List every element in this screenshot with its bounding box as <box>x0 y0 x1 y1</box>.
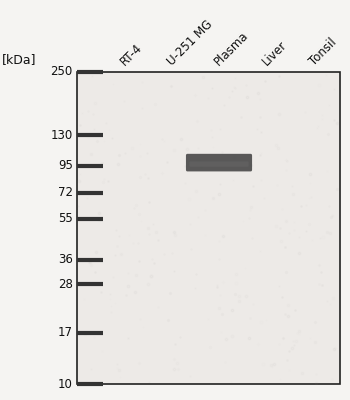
Text: Tonsil: Tonsil <box>307 36 339 68</box>
Text: 36: 36 <box>58 253 73 266</box>
Text: 72: 72 <box>58 186 73 199</box>
Text: U-251 MG: U-251 MG <box>165 18 215 68</box>
Text: Plasma: Plasma <box>212 29 251 68</box>
Text: 17: 17 <box>58 326 73 339</box>
Text: 95: 95 <box>58 159 73 172</box>
Text: 55: 55 <box>58 212 73 225</box>
FancyBboxPatch shape <box>77 72 340 384</box>
Text: 250: 250 <box>50 65 73 78</box>
Text: [kDa]: [kDa] <box>2 53 36 66</box>
FancyBboxPatch shape <box>189 162 248 167</box>
Text: Liver: Liver <box>259 38 289 68</box>
Text: RT-4: RT-4 <box>118 41 145 68</box>
Text: 10: 10 <box>58 378 73 390</box>
FancyBboxPatch shape <box>186 154 252 172</box>
Text: 130: 130 <box>50 129 73 142</box>
Text: 28: 28 <box>58 278 73 291</box>
